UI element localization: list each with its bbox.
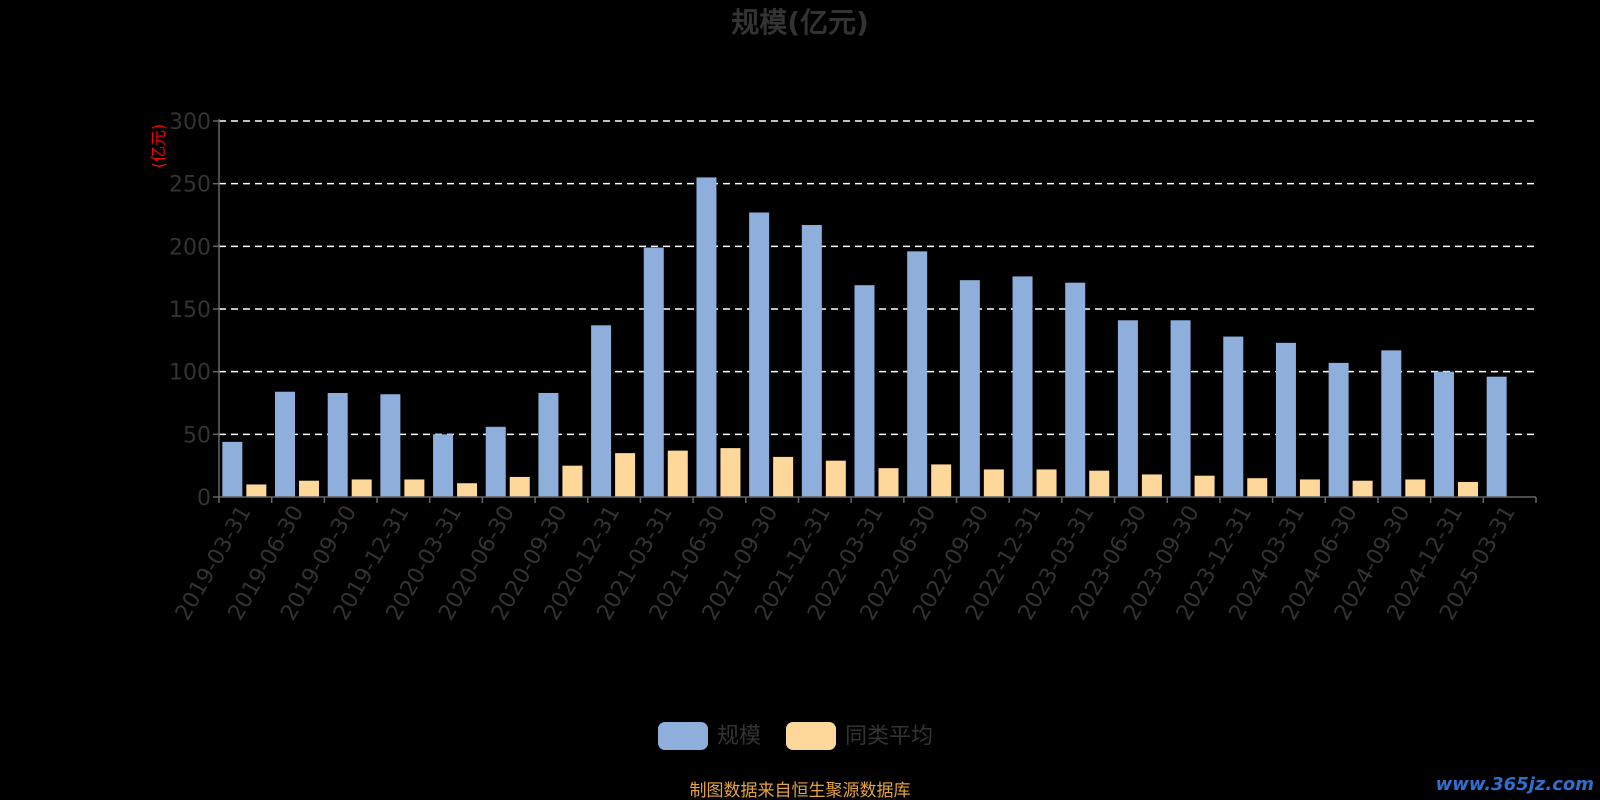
bar-peer-average bbox=[615, 453, 636, 497]
bar-peer-average bbox=[931, 464, 952, 497]
bar-scale bbox=[1170, 320, 1191, 497]
legend-item-scale[interactable]: 规模 bbox=[658, 722, 761, 750]
watermark: www.365jz.com bbox=[1436, 774, 1594, 795]
bar-peer-average bbox=[457, 483, 478, 497]
bar-peer-average bbox=[1247, 478, 1268, 497]
legend: 规模 同类平均 bbox=[658, 722, 933, 750]
bar-peer-average bbox=[562, 465, 583, 497]
y-axis-ticks: 0 50 100 150 200 250 300 bbox=[169, 110, 219, 511]
bar-peer-average bbox=[1194, 475, 1215, 497]
y-tick-label: 50 bbox=[183, 423, 211, 448]
legend-swatch bbox=[786, 722, 836, 750]
bar-scale bbox=[1065, 282, 1086, 497]
bar-scale bbox=[1223, 336, 1244, 497]
bar-scale bbox=[1433, 371, 1454, 497]
bar-peer-average bbox=[825, 460, 846, 497]
bar-scale bbox=[801, 225, 822, 497]
bar-scale bbox=[1486, 376, 1507, 497]
y-tick-label: 300 bbox=[169, 110, 211, 135]
legend-item-peer-average[interactable]: 同类平均 bbox=[786, 722, 933, 750]
bar-peer-average bbox=[1405, 479, 1426, 497]
legend-swatch bbox=[658, 722, 708, 750]
bar-scale bbox=[327, 392, 348, 497]
bar-peer-average bbox=[983, 469, 1004, 497]
bar-peer-average bbox=[720, 448, 741, 497]
legend-label: 规模 bbox=[717, 724, 761, 749]
bar-peer-average bbox=[1141, 474, 1162, 497]
y-tick-label: 200 bbox=[169, 235, 211, 260]
bar-scale bbox=[696, 177, 717, 497]
bar-peer-average bbox=[1036, 469, 1057, 497]
bar-peer-average bbox=[1352, 480, 1373, 497]
bar-peer-average bbox=[878, 468, 899, 497]
bar-peer-average bbox=[773, 456, 794, 497]
bar-scale bbox=[485, 426, 506, 497]
bar-peer-average bbox=[246, 484, 267, 497]
bar-peer-average bbox=[509, 476, 530, 497]
legend-label: 同类平均 bbox=[845, 724, 933, 749]
x-axis-ticks: 2019-03-312019-06-302019-09-302019-12-31… bbox=[171, 497, 1537, 625]
bar-scale bbox=[959, 280, 980, 497]
bar-scale bbox=[1328, 362, 1349, 497]
bar-scale bbox=[380, 394, 401, 497]
bar-peer-average bbox=[351, 479, 372, 497]
bar-scale bbox=[854, 285, 875, 497]
bar-scale bbox=[643, 247, 664, 497]
bar-scale bbox=[1117, 320, 1138, 497]
bar-scale bbox=[538, 392, 559, 497]
bar-scale bbox=[222, 441, 243, 497]
bar-scale bbox=[591, 325, 612, 497]
y-tick-label: 100 bbox=[169, 361, 211, 386]
bar-scale bbox=[1275, 342, 1296, 497]
bar-peer-average bbox=[1089, 470, 1110, 497]
bar-peer-average bbox=[1299, 479, 1320, 497]
chart-title: 规模(亿元) bbox=[731, 6, 869, 39]
bars bbox=[222, 177, 1507, 497]
bar-peer-average bbox=[404, 479, 425, 497]
y-tick-label: 250 bbox=[169, 173, 211, 198]
y-tick-label: 150 bbox=[169, 298, 211, 323]
bar-scale bbox=[433, 434, 454, 497]
bar-scale bbox=[275, 391, 296, 497]
bar-scale bbox=[749, 212, 770, 497]
gridlines bbox=[219, 120, 1536, 436]
data-source-note: 制图数据来自恒生聚源数据库 bbox=[690, 781, 911, 800]
axes bbox=[218, 119, 1536, 498]
bar-scale bbox=[907, 251, 928, 497]
y-tick-label: 0 bbox=[197, 486, 211, 511]
bar-peer-average bbox=[667, 450, 688, 497]
bar-peer-average bbox=[1457, 481, 1478, 497]
bar-scale bbox=[1012, 276, 1033, 497]
bar-peer-average bbox=[299, 480, 320, 497]
y-axis-unit-label: (亿元) bbox=[149, 124, 168, 169]
bar-scale bbox=[1381, 350, 1402, 497]
